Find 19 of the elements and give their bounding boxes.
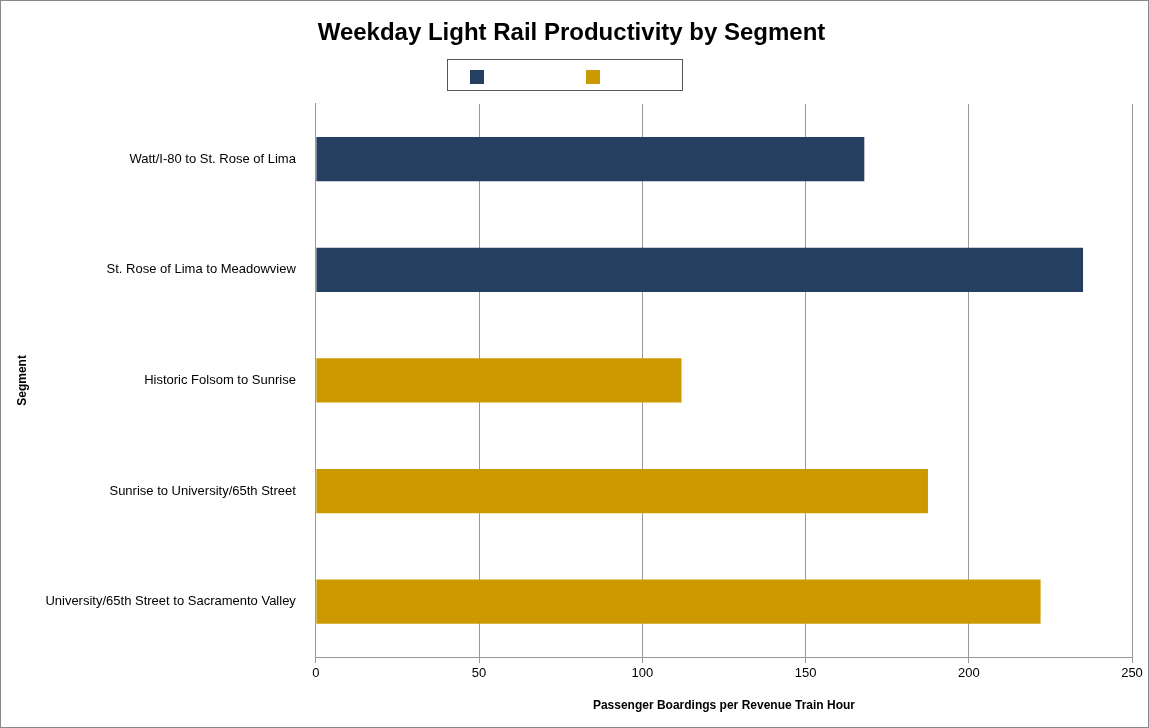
x-axis-title: Passenger Boardings per Revenue Train Hour bbox=[592, 698, 856, 713]
y-tick-label: Watt/I-80 to St. Rose of Lima bbox=[129, 150, 297, 166]
x-tick-label: 200 bbox=[957, 665, 980, 681]
x-tick-label: 0 bbox=[312, 665, 320, 681]
bar bbox=[316, 247, 1084, 292]
chart-title: Weekday Light Rail Productivity by Segment bbox=[317, 18, 826, 46]
bar bbox=[316, 358, 682, 403]
bar bbox=[316, 579, 1041, 624]
bar bbox=[316, 468, 928, 514]
y-tick-label: Sunrise to University/65th Street bbox=[109, 482, 297, 498]
y-tick-label: University/65th Street to Sacramento Valley bbox=[45, 593, 297, 609]
y-tick-label: Historic Folsom to Sunrise bbox=[144, 371, 296, 387]
x-tick-label: 150 bbox=[794, 665, 817, 681]
x-tick-label: 100 bbox=[631, 665, 654, 681]
bar bbox=[316, 136, 865, 182]
y-axis-title: Segment bbox=[14, 355, 29, 406]
y-tick-label: St. Rose of Lima to Meadowview bbox=[106, 261, 297, 277]
x-tick-label: 50 bbox=[471, 665, 487, 681]
x-tick-label: 250 bbox=[1121, 665, 1143, 681]
